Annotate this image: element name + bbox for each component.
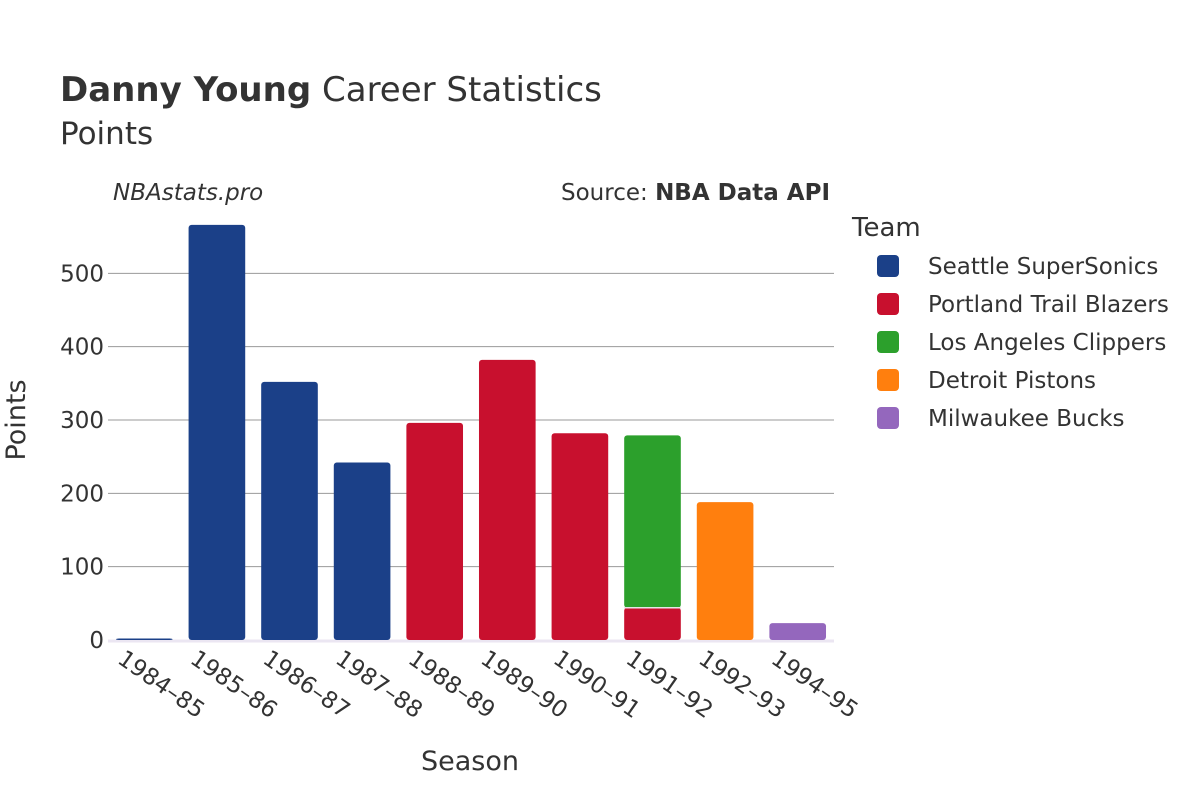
legend-item[interactable]: Detroit Pistons [877,368,1096,394]
y-tick-label: 300 [60,408,104,434]
bar-1988–89-portland-trail-blazers [406,422,464,640]
bar-1990–91-portland-trail-blazers [551,433,609,640]
source-credit: Source: NBA Data API [561,180,830,206]
legend: Seattle SuperSonics Portland Trail Blazer… [877,254,1169,432]
bar-1984–85-seattle-supersonics [115,638,173,640]
legend-swatch [877,255,899,277]
legend-swatch [877,407,899,429]
y-tick-label: 400 [60,335,104,361]
legend-item[interactable]: Portland Trail Blazers [877,292,1169,318]
legend-swatch [877,331,899,353]
y-tick-label: 100 [60,555,104,581]
legend-label: Los Angeles Clippers [928,330,1166,356]
legend-label: Seattle SuperSonics [928,254,1158,280]
legend-item[interactable]: Milwaukee Bucks [877,406,1125,432]
chart-title-rest: Career Statistics [311,70,602,110]
bar-1992–93-detroit-pistons [696,502,754,640]
bars [115,224,827,640]
watermark: NBAstats.pro [113,180,263,206]
bar-1994–95-milwaukee-bucks [769,623,827,640]
legend-item[interactable]: Seattle SuperSonics [877,254,1158,280]
chart-title: Danny Young Career Statistics [60,70,602,110]
bar-1987–88-seattle-supersonics [333,462,391,640]
x-axis-title: Season [421,746,519,777]
bar-1991–92-portland-trail-blazers [624,607,681,640]
chart-title-player: Danny Young [60,70,311,110]
bar-1985–86-seattle-supersonics [188,224,246,640]
y-axis-title: Points [1,379,32,460]
legend-label: Portland Trail Blazers [928,292,1169,318]
bar-1991–92-los-angeles-clippers [624,435,681,608]
chart-subtitle: Points [60,116,153,152]
legend-label: Milwaukee Bucks [928,406,1125,432]
legend-label: Detroit Pistons [928,368,1096,394]
y-tick-labels: 0 100 200 300 400 500 [60,261,104,654]
y-tick-label: 500 [60,261,104,287]
legend-swatch [877,369,899,391]
y-tick-label: 200 [60,481,104,507]
source-name: NBA Data API [655,180,830,206]
source-prefix: Source: [561,180,655,206]
legend-title: Team [851,213,921,243]
legend-swatch [877,293,899,315]
bar-1986–87-seattle-supersonics [261,381,318,640]
bar-1989–90-portland-trail-blazers [478,359,536,640]
y-tick-label: 0 [89,628,104,654]
legend-item[interactable]: Los Angeles Clippers [877,330,1166,356]
x-tick-labels: 1984–851985–861986–871987–881988–891989–… [113,646,863,724]
